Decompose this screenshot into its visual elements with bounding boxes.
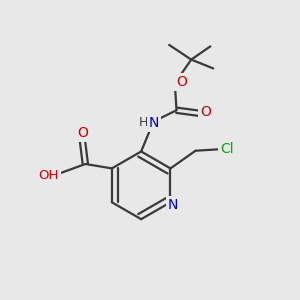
Text: N: N — [168, 198, 178, 212]
Text: O: O — [200, 105, 211, 119]
Text: O: O — [77, 126, 88, 140]
Text: N: N — [148, 116, 159, 130]
Text: Cl: Cl — [220, 142, 234, 156]
Text: O: O — [176, 75, 187, 89]
Text: OH: OH — [39, 169, 59, 182]
Text: H: H — [139, 116, 148, 129]
